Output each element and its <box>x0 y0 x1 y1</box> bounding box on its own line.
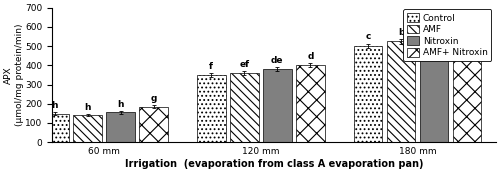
Y-axis label: APX
(µmol/mg protein/min): APX (µmol/mg protein/min) <box>4 24 24 126</box>
Text: bc: bc <box>428 29 440 38</box>
Bar <box>420 42 448 142</box>
Text: de: de <box>271 56 283 65</box>
Text: h: h <box>118 100 124 109</box>
Text: c: c <box>366 33 370 42</box>
X-axis label: Irrigation  (evaporation from class A evaporation pan): Irrigation (evaporation from class A eva… <box>124 159 423 169</box>
Bar <box>296 65 324 142</box>
Text: a: a <box>464 17 470 26</box>
Bar <box>40 114 69 142</box>
Bar <box>354 46 382 142</box>
Bar <box>197 75 226 142</box>
Text: h: h <box>84 103 91 112</box>
Text: g: g <box>150 94 157 103</box>
Bar <box>140 107 168 142</box>
Bar <box>230 73 258 142</box>
Text: b: b <box>398 28 404 37</box>
Bar <box>386 41 416 142</box>
Text: f: f <box>210 62 214 71</box>
Bar <box>452 31 482 142</box>
Text: d: d <box>307 52 314 61</box>
Legend: Control, AMF, Nitroxin, AMF+ Nitroxin: Control, AMF, Nitroxin, AMF+ Nitroxin <box>403 10 492 61</box>
Text: h: h <box>52 101 58 110</box>
Bar <box>74 115 102 142</box>
Text: ef: ef <box>239 60 250 69</box>
Bar <box>263 69 292 142</box>
Bar <box>106 112 135 142</box>
